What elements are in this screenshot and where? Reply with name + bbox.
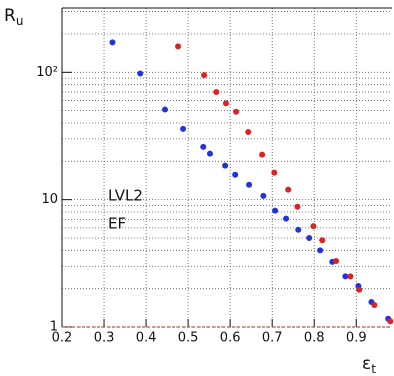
point [317,247,324,254]
point [259,151,266,158]
y-label-sub: u [16,14,24,28]
point [180,125,187,132]
point [109,39,116,46]
point [310,223,317,230]
point [271,169,278,176]
point [347,273,354,280]
point [295,226,302,233]
x-label-main: ε [362,354,371,374]
x-tick-label: 0.9 [346,331,367,346]
point [371,301,378,308]
point [283,215,290,222]
point [272,207,279,214]
point [222,162,229,169]
y-tick-label: 10² [36,65,58,80]
y-tick-label: 1 [50,320,58,335]
x-tick-label: 0.6 [220,331,241,346]
point [319,237,326,244]
point [206,150,213,157]
x-tick-label: 0.3 [94,331,115,346]
point [294,203,301,210]
point [213,89,220,96]
point [260,192,267,199]
x-label-sub: t [371,362,376,376]
point [232,171,239,178]
point [356,286,363,293]
legend-label: EF [108,215,126,233]
y-tick-label: 10 [41,192,58,207]
point [342,273,349,280]
x-tick-label: 0.7 [262,331,283,346]
point [333,257,340,264]
point [285,186,292,193]
point [137,70,144,77]
point [200,143,207,150]
point [306,234,313,241]
point [245,128,252,135]
point [387,318,394,325]
y-label-main: R [4,6,16,26]
point [201,72,208,79]
point [175,43,182,50]
x-tick-label: 0.8 [304,331,325,346]
x-tick-label: 0.5 [178,331,199,346]
x-axis-label: εt [362,354,376,376]
x-tick-label: 0.4 [136,331,157,346]
point [222,100,229,107]
y-axis-label: Ru [4,6,23,28]
x-tick-label: 0.2 [52,331,73,346]
point [233,108,240,115]
point [246,181,253,188]
legend-label: LVL2 [108,187,143,205]
point [161,106,168,113]
